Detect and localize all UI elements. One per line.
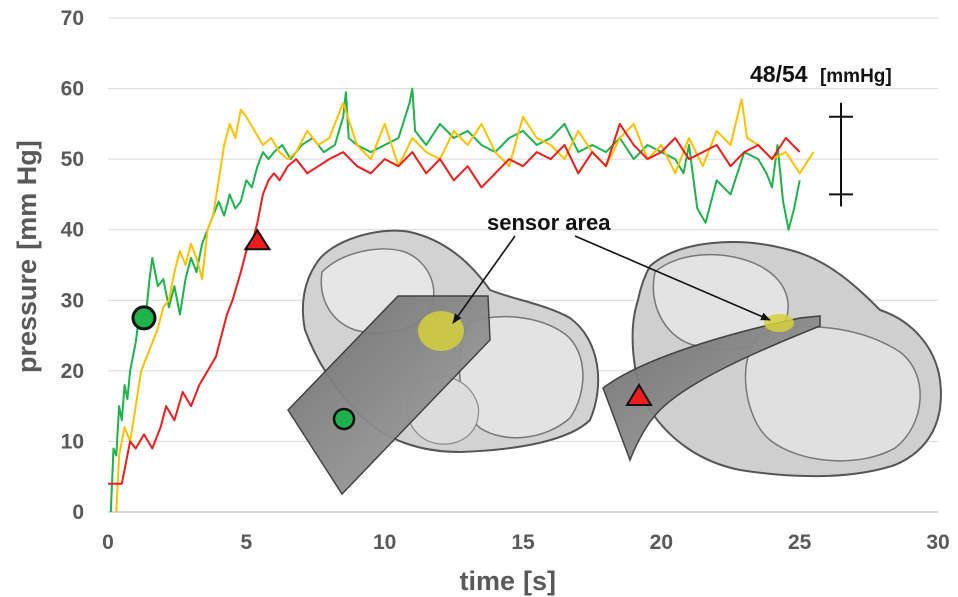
- x-tick-label: 15: [511, 531, 535, 554]
- range-label-unit: [mmHg]: [820, 66, 892, 87]
- x-tick-label: 20: [650, 531, 673, 554]
- y-tick-label: 70: [61, 7, 84, 30]
- y-tick-label: 40: [61, 219, 84, 242]
- y-axis-title: pressure: [12, 259, 42, 373]
- y-tick-label: 50: [61, 148, 84, 171]
- x-axis-title: time: [459, 566, 515, 596]
- range-bar: [829, 102, 853, 207]
- x-tick-label: 25: [788, 531, 812, 554]
- x-tick-labels: 0 5 10 15 20 25 30: [102, 531, 950, 554]
- y-tick-labels: 0 10 20 30 40 50 60 70: [61, 7, 84, 524]
- knee-illustration-left: [287, 229, 600, 496]
- range-label: 48/54 [mmHg]: [750, 61, 892, 87]
- sensor-arrow-left: [452, 235, 516, 324]
- green-circle-on-strip: [332, 407, 356, 431]
- green-circle-marker: [131, 305, 157, 331]
- series-layer: [108, 87, 815, 513]
- x-tick-label: 0: [102, 531, 114, 554]
- x-tick-label: 10: [373, 531, 396, 554]
- y-axis-unit: [mm Hg]: [12, 140, 42, 250]
- sensor-arrow-right: [574, 235, 771, 321]
- red-triangle-on-strip: [625, 383, 653, 406]
- series-line-0: [109, 87, 801, 513]
- knee-illustration-right: [602, 241, 942, 478]
- y-tick-label: 0: [72, 501, 84, 524]
- y-tick-label: 20: [61, 360, 84, 383]
- x-tick-label: 30: [926, 531, 949, 554]
- markers: [131, 228, 272, 331]
- series-line-1: [115, 98, 815, 513]
- series-line-2: [108, 122, 801, 485]
- sensor-area-label: sensor area: [487, 210, 611, 235]
- range-label-value: 48/54: [750, 61, 808, 87]
- y-tick-label: 60: [61, 78, 84, 101]
- x-axis-unit: [s]: [523, 566, 556, 596]
- y-tick-label: 30: [61, 289, 84, 312]
- red-triangle-marker: [243, 228, 272, 251]
- x-tick-label: 5: [240, 531, 252, 554]
- y-tick-label: 10: [61, 430, 84, 453]
